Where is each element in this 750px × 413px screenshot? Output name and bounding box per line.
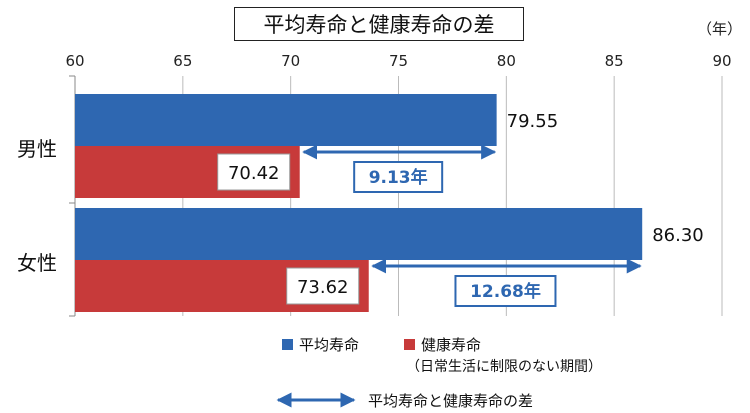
chart-title: 平均寿命と健康寿命の差 [234,7,524,41]
x-tick-label: 65 [173,52,192,70]
legend-healthy: 健康寿命 [404,334,481,355]
x-tick-label: 70 [281,52,300,70]
x-tick-label: 60 [65,52,84,70]
data-label-box [217,153,291,191]
x-axis-unit: （年） [697,20,743,38]
gap-label-box [353,161,444,193]
legend-avg-swatch [282,339,293,350]
data-label-box [286,267,360,305]
bar-avg [75,94,497,146]
x-tick-label: 85 [605,52,624,70]
legend-gap-label: 平均寿命と健康寿命の差 [368,392,534,410]
x-tick-label: 75 [389,52,408,70]
gap-label: 9.13年 [369,167,428,188]
data-label-healthy: 73.62 [297,277,349,298]
legend-healthy-swatch [404,339,415,350]
legend-avg: 平均寿命 [282,334,359,355]
legend-avg-label: 平均寿命 [299,336,360,354]
legend-healthy-label: 健康寿命 [421,336,482,354]
x-tick-label: 90 [712,52,731,70]
data-label-avg: 86.30 [652,225,704,246]
bar-avg [75,208,643,260]
x-tick-label: 80 [497,52,516,70]
category-label: 女性 [17,251,57,275]
gap-label: 12.68年 [470,281,541,302]
data-label-healthy: 70.42 [228,163,280,184]
legend-healthy-note: （日常生活に制限のない期間） [406,359,602,375]
gap-label-box [454,275,557,307]
data-label-avg: 79.55 [507,111,559,132]
category-label: 男性 [17,137,57,161]
